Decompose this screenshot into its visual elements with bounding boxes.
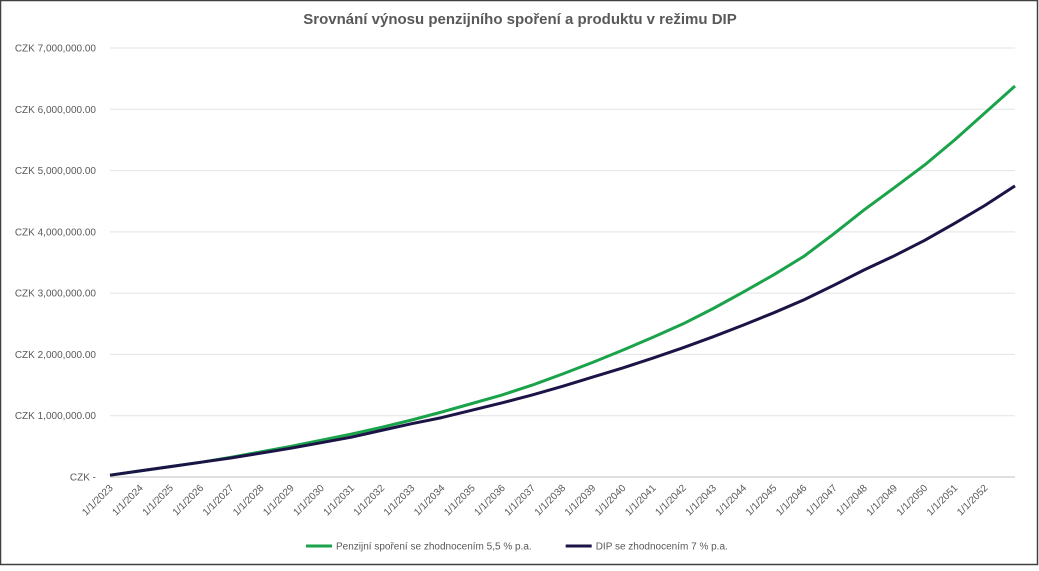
y-tick-label: CZK 7,000,000.00 [15,44,97,55]
y-tick-label: CZK 6,000,000.00 [15,105,97,116]
y-tick-label: CZK 2,000,000.00 [15,350,97,361]
legend-label: Penzijní spoření se zhodnocením 5,5 % p.… [336,542,532,553]
y-tick-label: CZK - [70,473,96,484]
legend-label: DIP se zhodnocením 7 % p.a. [596,542,728,553]
y-tick-label: CZK 3,000,000.00 [15,289,97,300]
y-tick-label: CZK 4,000,000.00 [15,227,97,238]
chart-title: Srovnání výnosu penzijního spoření a pro… [303,11,736,28]
y-tick-label: CZK 5,000,000.00 [15,166,97,177]
y-tick-label: CZK 1,000,000.00 [15,411,97,422]
series-line [109,184,1016,477]
